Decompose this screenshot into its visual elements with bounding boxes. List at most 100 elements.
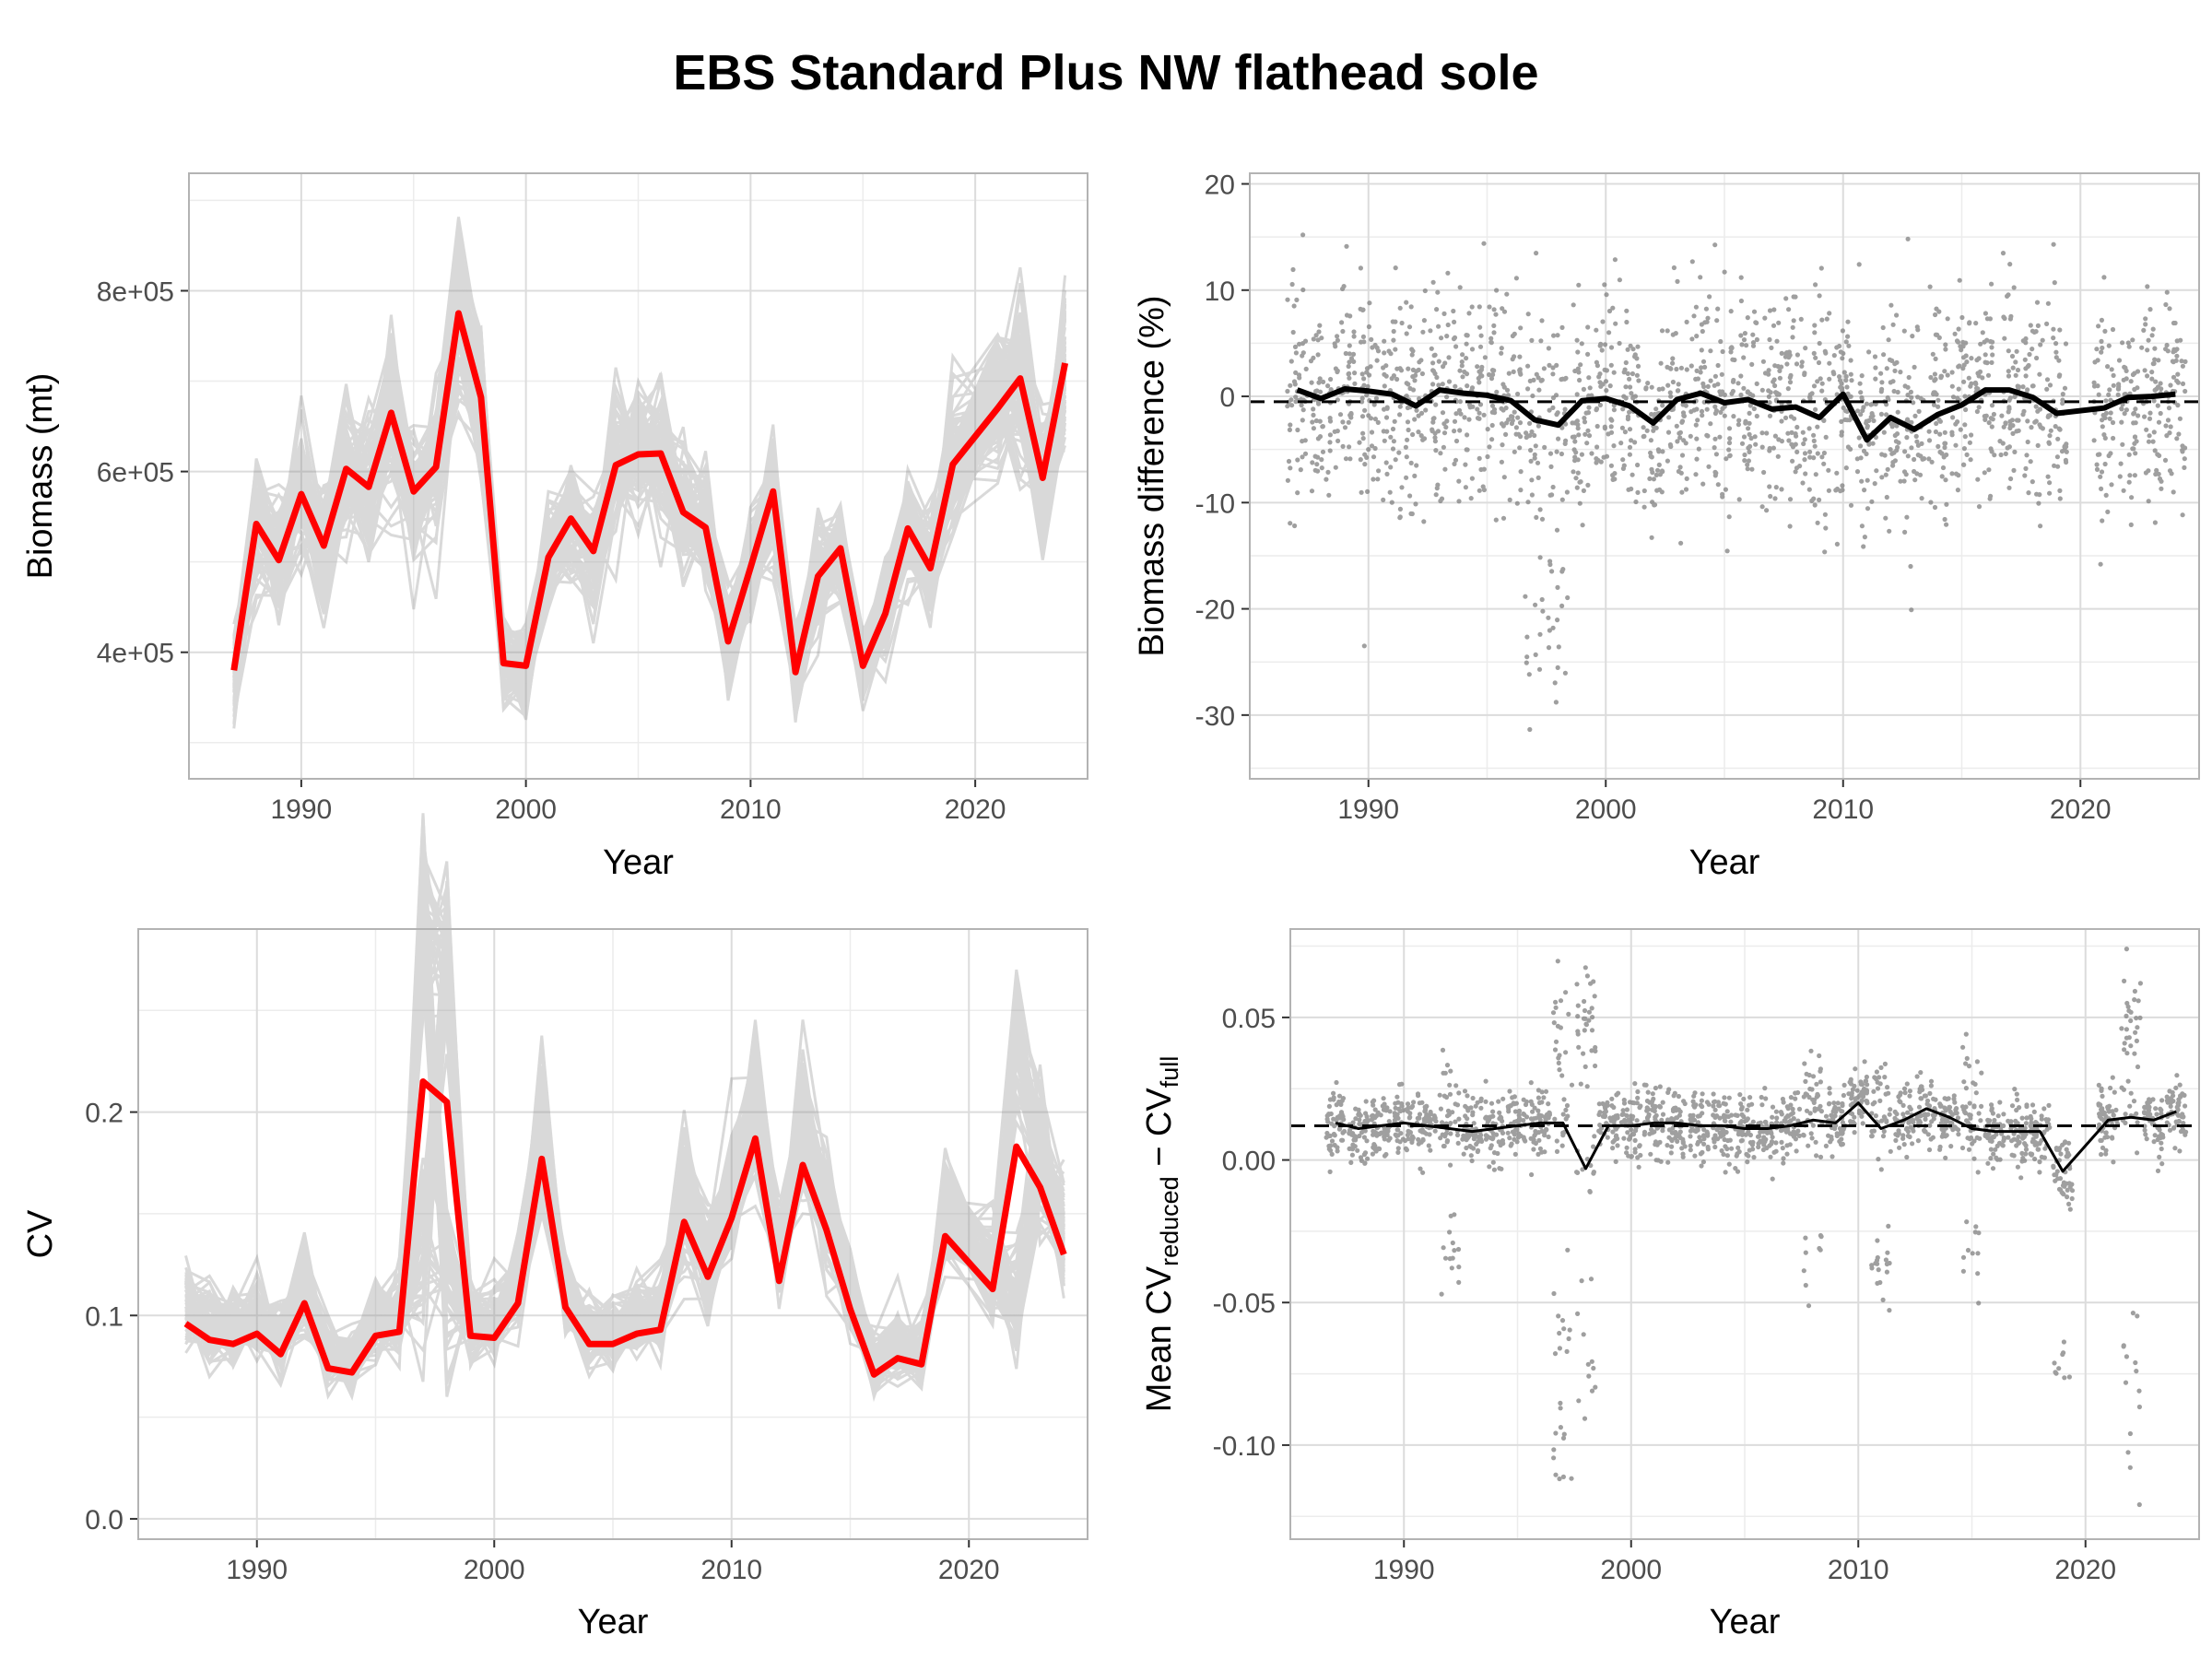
data-point [1546, 346, 1551, 351]
data-point [2163, 423, 2169, 429]
data-point [1961, 1079, 1967, 1085]
data-point [1534, 371, 1539, 377]
data-point [1360, 430, 1366, 436]
data-point [1417, 1115, 1422, 1121]
x-tick-label: 2000 [1575, 794, 1637, 825]
data-point [1735, 1169, 1741, 1174]
data-point [2062, 1375, 2067, 1381]
data-point [1533, 652, 1538, 658]
data-point [1894, 431, 1900, 437]
data-point [2034, 355, 2040, 361]
data-point [1588, 1277, 1594, 1282]
data-point [1839, 1109, 1844, 1114]
data-point [1802, 457, 1807, 463]
data-point [1550, 484, 1556, 490]
data-point [1575, 426, 1581, 431]
data-point [1537, 555, 1543, 560]
data-point [1361, 1135, 1367, 1140]
data-point [1529, 337, 1535, 343]
replicate-line [184, 929, 1065, 1376]
data-point [1572, 458, 1578, 464]
replicate-line [184, 918, 1065, 1379]
data-point [1419, 1100, 1425, 1105]
data-point [1916, 1104, 1923, 1110]
data-point [1416, 1141, 1421, 1147]
data-point [1672, 1090, 1677, 1096]
data-point [1381, 1096, 1386, 1101]
x-tick-label: 1990 [1337, 794, 1399, 825]
data-point [2096, 392, 2101, 397]
data-point [2122, 1047, 2127, 1053]
replicate-line [184, 1019, 1065, 1357]
replicate-line [184, 907, 1065, 1381]
data-point [1738, 373, 1744, 379]
data-point [1555, 1023, 1560, 1029]
data-point [1875, 1238, 1880, 1243]
data-point [1772, 382, 1778, 389]
data-point [1853, 1066, 1858, 1072]
data-point [1975, 386, 1981, 392]
data-point [1409, 1103, 1416, 1109]
data-point [1628, 1120, 1633, 1125]
data-point [1490, 1109, 1496, 1114]
data-point [1701, 1133, 1707, 1138]
data-point [2105, 509, 2111, 515]
data-point [1779, 350, 1784, 356]
data-point [1462, 369, 1467, 375]
data-point [1931, 1096, 1936, 1101]
data-point [1300, 418, 1305, 423]
data-point [1384, 429, 1390, 434]
data-point [1700, 1149, 1705, 1155]
data-point [1885, 466, 1890, 472]
data-point [2153, 1106, 2159, 1112]
data-point [2132, 997, 2137, 1003]
data-point [1749, 361, 1755, 367]
data-point [2142, 1104, 2147, 1110]
data-point [1347, 456, 1353, 462]
data-point [1704, 1129, 1710, 1135]
data-point [1419, 371, 1425, 377]
data-point [2145, 1102, 2150, 1108]
data-point [1648, 1151, 1653, 1157]
data-point [2149, 370, 2155, 375]
data-point [2065, 1194, 2070, 1200]
data-point [2028, 323, 2033, 328]
data-point [1371, 1132, 1376, 1137]
data-point [2103, 1147, 2109, 1153]
data-point [1954, 338, 1960, 344]
data-point [1532, 1105, 1537, 1111]
data-point [1955, 419, 1960, 425]
data-point [1677, 1129, 1683, 1135]
data-point [1974, 358, 1980, 363]
data-point [1383, 460, 1389, 465]
data-point [1934, 306, 1939, 312]
data-point [1817, 497, 1822, 503]
data-point [1689, 259, 1695, 265]
data-point [1551, 1020, 1557, 1026]
data-point [1872, 1075, 1877, 1080]
replicate-line [184, 973, 1065, 1381]
data-point [2038, 342, 2043, 347]
data-point [1560, 1130, 1566, 1135]
data-point [1617, 340, 1622, 347]
data-point [1453, 411, 1459, 417]
data-point [1614, 1133, 1619, 1138]
data-point [1937, 1103, 1944, 1109]
data-point [2155, 1136, 2160, 1143]
data-point [1483, 1099, 1488, 1104]
data-point [1735, 381, 1741, 386]
data-point [1678, 365, 1684, 371]
data-point [1776, 392, 1782, 397]
data-point [1855, 408, 1861, 414]
data-point [1813, 1139, 1818, 1145]
data-point [1313, 418, 1319, 424]
data-point [1584, 441, 1590, 446]
data-point [2154, 1112, 2159, 1117]
data-point [1285, 404, 1290, 409]
x-tick-label: 2000 [464, 1555, 525, 1585]
data-point [1337, 412, 1344, 418]
data-point [1952, 331, 1958, 336]
data-point [1615, 1143, 1620, 1148]
data-point [1859, 478, 1865, 484]
data-point [1574, 337, 1580, 343]
